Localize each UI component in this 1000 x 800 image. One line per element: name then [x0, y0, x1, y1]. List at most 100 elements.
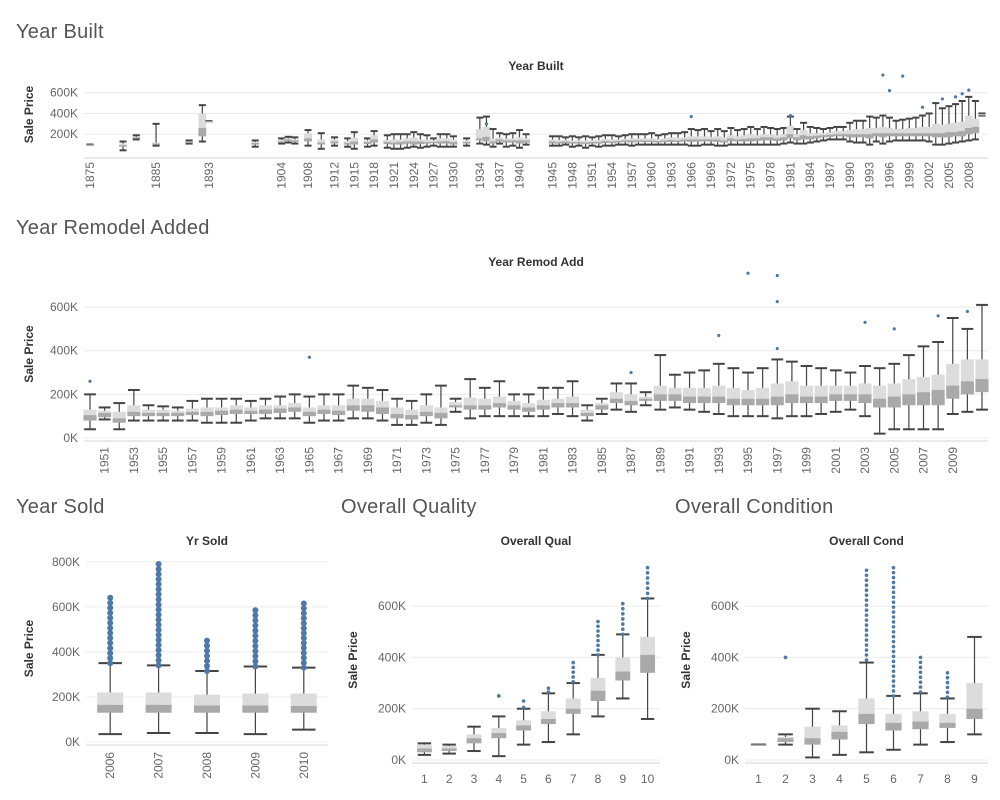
box-upper — [687, 136, 696, 140]
box-1938 — [502, 133, 511, 148]
box-upper — [843, 385, 857, 395]
outlier-point — [621, 606, 625, 611]
box-lower — [832, 134, 841, 137]
box-upper — [548, 139, 557, 142]
box-upper — [317, 139, 326, 143]
box-1997 — [892, 119, 901, 142]
outlier-point — [645, 586, 650, 591]
outlier-point — [945, 690, 950, 695]
x-tick-label: 1987 — [823, 162, 837, 189]
box-5 — [516, 707, 532, 746]
x-tick-label: 1971 — [390, 447, 404, 474]
box-1906 — [290, 136, 299, 145]
outlier-point — [864, 638, 869, 642]
outlier-point — [891, 629, 896, 634]
outlier-point — [155, 591, 162, 598]
box-1972 — [405, 399, 419, 426]
box-lower — [419, 411, 433, 417]
x-tick-label: 1930 — [446, 162, 460, 189]
box-lower — [712, 396, 726, 404]
box-1955 — [156, 405, 170, 422]
box-lower — [839, 134, 848, 137]
box-lower — [859, 134, 867, 138]
box-lower — [156, 412, 170, 417]
box-upper — [361, 398, 375, 406]
outlier-point — [689, 114, 693, 119]
box-upper — [561, 139, 570, 142]
outlier-point — [891, 595, 896, 600]
box-lower — [892, 133, 901, 137]
x-tick-label: 1 — [755, 772, 762, 786]
box-lower — [565, 403, 580, 408]
x-tick-label: 1963 — [664, 162, 678, 189]
outlier-point — [621, 632, 625, 637]
y-tick-label: 600K — [50, 86, 78, 100]
x-tick-label: 1927 — [427, 162, 441, 189]
box-3 — [804, 707, 821, 759]
box-2007 — [916, 345, 931, 431]
box-lower — [760, 137, 768, 141]
box-1953 — [127, 389, 141, 422]
y-tick-label: 600K — [378, 599, 406, 613]
x-tick-label: 1993 — [863, 162, 877, 189]
box-upper — [912, 711, 929, 722]
box-1952 — [594, 135, 603, 148]
box-1905 — [284, 135, 293, 144]
x-tick-label: 1 — [421, 772, 428, 786]
outlier-point — [300, 639, 307, 646]
outlier-point — [204, 657, 210, 664]
box-upper — [682, 387, 697, 397]
box-1971 — [390, 397, 404, 426]
box-upper — [753, 135, 762, 139]
box-lower — [978, 114, 986, 116]
y-tick-label: 200K — [52, 690, 80, 704]
box-lower — [229, 409, 243, 414]
outlier-point — [204, 652, 210, 659]
box-lower — [964, 128, 973, 135]
box-lower — [466, 738, 482, 744]
box-lower — [205, 121, 213, 123]
x-tick-label: 1965 — [302, 447, 316, 474]
box-upper — [938, 124, 947, 134]
x-tick-label: 1996 — [882, 162, 896, 189]
box-lower — [290, 705, 317, 713]
box-1982 — [793, 128, 801, 145]
box-1926 — [423, 134, 431, 148]
box-lower — [284, 139, 293, 141]
outlier-point — [918, 680, 923, 684]
box-lower — [594, 142, 603, 144]
outlier-point — [204, 662, 210, 669]
box-upper — [951, 122, 960, 133]
box-lower — [588, 142, 597, 144]
box-lower — [515, 140, 524, 144]
box-1985 — [595, 397, 609, 415]
box-upper — [766, 134, 775, 138]
outlier-point — [788, 113, 792, 118]
box-upper — [273, 405, 287, 409]
outlier-point — [864, 623, 869, 627]
outlier-point — [252, 617, 259, 624]
outlier-point — [252, 612, 259, 619]
box-lower — [429, 142, 438, 144]
outlier-point — [571, 675, 575, 679]
box-upper — [244, 407, 258, 411]
box-2007 — [958, 100, 967, 143]
y-tick-label: 600K — [50, 300, 78, 314]
box-lower — [733, 139, 742, 142]
box-1957 — [627, 133, 636, 147]
outlier-point — [252, 648, 259, 655]
box-1890 — [185, 139, 194, 145]
box-lower — [185, 142, 194, 144]
box-1937 — [495, 132, 504, 145]
outlier-point — [864, 618, 869, 622]
x-tick-label: 1995 — [741, 447, 755, 474]
box-upper — [859, 129, 867, 135]
outlier-point — [596, 638, 600, 643]
outlier-point — [891, 684, 896, 688]
x-tick-label: 1969 — [704, 162, 718, 189]
box-1962 — [258, 397, 273, 420]
box-upper — [852, 129, 861, 135]
box-upper — [290, 693, 317, 706]
outlier-point — [887, 89, 892, 93]
outlier-point — [891, 634, 896, 639]
